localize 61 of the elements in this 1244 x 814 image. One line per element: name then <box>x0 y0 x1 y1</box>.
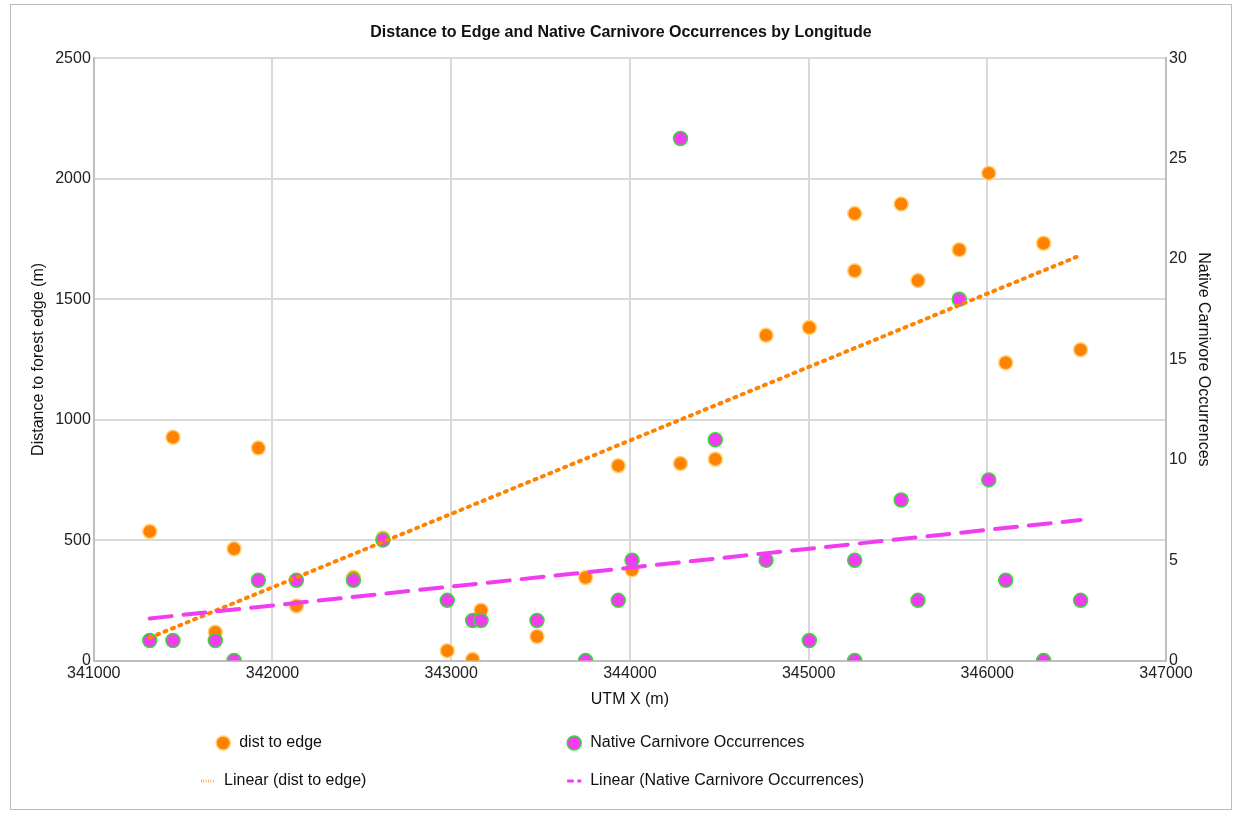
point <box>980 165 997 181</box>
y2-tick-label: 20 <box>1169 249 1187 267</box>
x-tick-label: 342000 <box>245 663 300 681</box>
point <box>1072 592 1089 609</box>
y2-tick-label: 5 <box>1169 550 1178 568</box>
point <box>207 632 224 649</box>
y2-tick-label: 10 <box>1169 450 1187 468</box>
point <box>577 569 594 586</box>
point <box>707 431 724 448</box>
y-tick-label: 2000 <box>55 169 91 187</box>
point <box>672 455 689 472</box>
y-tick-label: 1000 <box>55 410 91 428</box>
legend-label: Linear (dist to edge) <box>224 771 545 789</box>
point <box>910 592 926 609</box>
point <box>529 628 545 645</box>
point <box>801 319 818 336</box>
point <box>250 572 267 589</box>
x-axis-title: UTM X (m) <box>590 689 669 707</box>
y-tick-label: 500 <box>64 530 91 548</box>
chart-title: Distance to Edge and Native Carnivore Occurrences by Longitude <box>370 23 872 41</box>
x-tick-label: 344000 <box>603 663 657 681</box>
point <box>529 612 545 629</box>
point <box>846 552 863 568</box>
point <box>997 355 1014 371</box>
y2-axis-title: Native Carnivore Occurrences <box>1195 252 1213 467</box>
point <box>610 592 627 609</box>
point <box>910 272 926 289</box>
point <box>165 632 181 649</box>
y2-tick-label: 25 <box>1169 149 1187 167</box>
point <box>1072 342 1089 358</box>
point <box>893 492 909 508</box>
point <box>439 642 456 659</box>
y-tick-label: 1500 <box>55 289 91 307</box>
legend-label: Linear (Native Carnivore Occurrences) <box>590 771 1042 789</box>
point <box>758 327 774 344</box>
y2-tick-label: 30 <box>1169 48 1187 66</box>
point <box>801 632 818 649</box>
point <box>980 472 997 488</box>
legend-label: Native Carnivore Occurrences <box>590 733 1027 751</box>
point <box>951 242 967 258</box>
point <box>893 196 909 212</box>
x-tick-label: 343000 <box>424 663 478 681</box>
y2-tick-label: 15 <box>1169 349 1187 367</box>
point <box>165 429 181 445</box>
point <box>250 440 267 456</box>
point <box>226 541 242 557</box>
x-tick-label: 346000 <box>960 663 1015 681</box>
point <box>672 130 689 147</box>
y-axis-title: Distance to forest edge (m) <box>29 262 47 456</box>
point <box>473 612 489 629</box>
y-tick-label: 2500 <box>55 48 91 66</box>
point <box>846 205 863 222</box>
legend-label: dist to edge <box>239 733 545 751</box>
point <box>997 572 1014 589</box>
point <box>439 592 456 609</box>
point <box>1035 235 1052 252</box>
x-tick-label: 345000 <box>781 663 836 681</box>
point <box>610 457 627 474</box>
point <box>707 451 724 467</box>
point <box>141 523 158 540</box>
point <box>846 262 863 279</box>
